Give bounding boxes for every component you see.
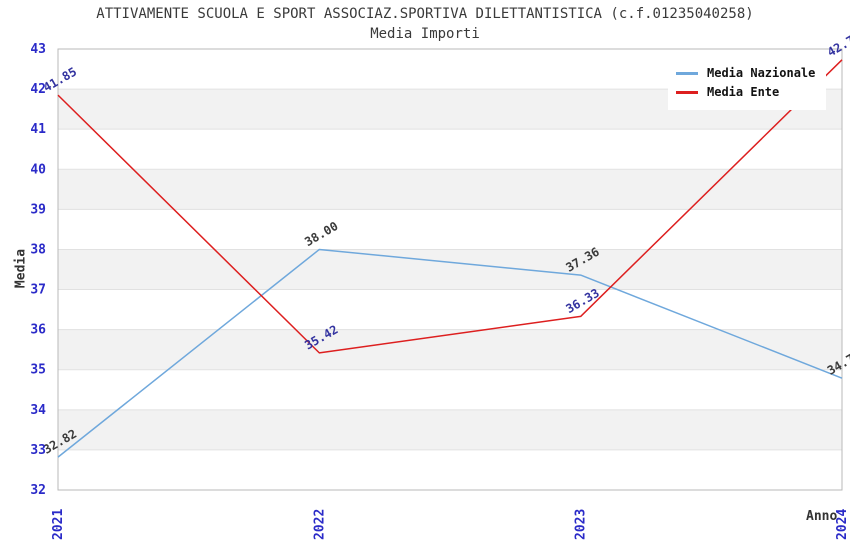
- y-tick-label: 35: [30, 363, 46, 378]
- y-axis-title: Media: [13, 248, 29, 289]
- media-nazionale-line-swatch-icon: [676, 71, 698, 75]
- y-tick-label: 38: [30, 242, 46, 257]
- x-tick-label: 2022: [312, 509, 327, 540]
- background-band: [58, 169, 842, 210]
- x-tick-label: 2023: [574, 509, 589, 540]
- legend-label-media-ente: Media Ente: [707, 85, 780, 99]
- data-point-label: 42.73: [825, 29, 850, 59]
- y-tick-label: 32: [30, 483, 46, 498]
- data-point-label: 38.00: [302, 219, 340, 249]
- background-band: [58, 329, 842, 370]
- legend-label-media-nazionale: Media Nazionale: [707, 66, 816, 80]
- legend-item-media-ente: Media Ente: [676, 84, 818, 100]
- x-axis-title: Anno: [806, 509, 838, 524]
- background-band: [58, 249, 842, 290]
- background-band: [58, 409, 842, 450]
- y-tick-label: 37: [30, 283, 46, 298]
- page-title: ATTIVAMENTE SCUOLA E SPORT ASSOCIAZ.SPOR…: [96, 6, 754, 22]
- series-line-media-nazionale: [57, 248, 843, 458]
- x-tick-label: 2021: [51, 509, 66, 540]
- y-tick-label: 36: [30, 323, 46, 338]
- plot-border: [57, 48, 843, 491]
- media-ente-line-swatch-icon: [676, 90, 698, 94]
- legend-item-media-nazionale: Media Nazionale: [676, 65, 818, 81]
- chart-subtitle: Media Importi: [370, 26, 480, 42]
- y-tick-label: 33: [30, 443, 46, 458]
- legend: Media Nazionale Media Ente: [668, 55, 826, 110]
- data-point-label: 36.33: [564, 286, 602, 316]
- y-tick-label: 43: [30, 42, 46, 57]
- y-tick-label: 42: [30, 82, 46, 97]
- y-tick-label: 40: [30, 162, 46, 177]
- y-tick-label: 39: [30, 202, 46, 217]
- y-tick-label: 34: [30, 403, 46, 418]
- series-line-media-ente: [57, 59, 843, 354]
- y-tick-label: 41: [30, 122, 46, 137]
- x-tick-label: 2024: [835, 509, 850, 540]
